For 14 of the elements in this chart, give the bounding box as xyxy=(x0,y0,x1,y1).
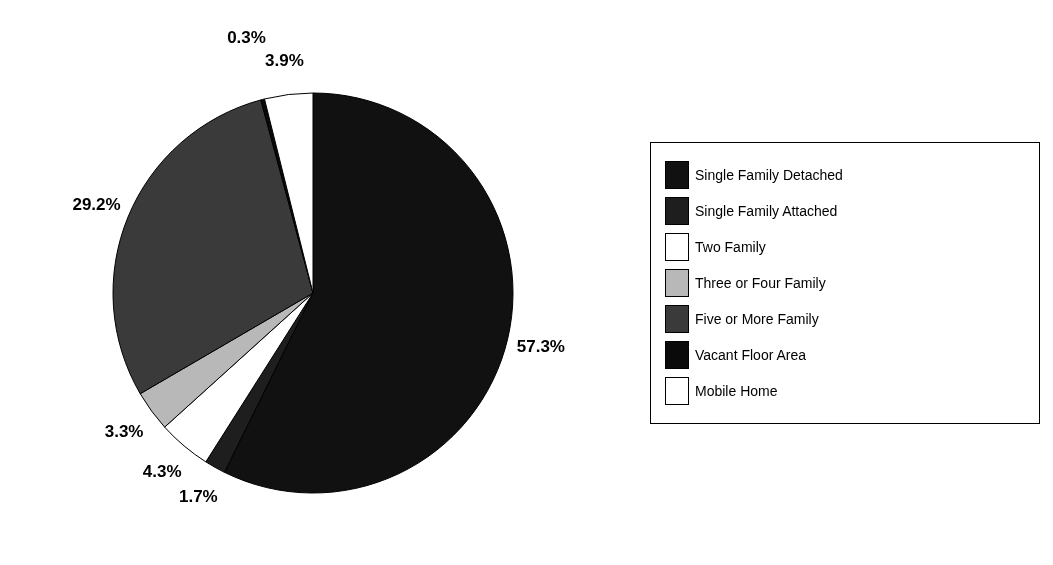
legend-label: Five or More Family xyxy=(695,310,819,327)
legend-label: Two Family xyxy=(695,238,766,255)
data-label: 0.3% xyxy=(227,28,266,47)
data-label: 4.3% xyxy=(142,462,182,482)
data-label: 57.3% xyxy=(516,336,565,356)
legend-label: Single Family Detached xyxy=(695,166,843,183)
data-label: 29.2% xyxy=(72,194,121,214)
legend-label: Mobile Home xyxy=(695,382,778,399)
legend-label: Vacant Floor Area xyxy=(695,346,807,363)
legend-label: Three or Four Family xyxy=(695,274,826,291)
data-label: 3.9% xyxy=(265,51,304,71)
legend-label: Single Family Attached xyxy=(695,202,838,219)
data-label: 1.7% xyxy=(178,487,218,507)
data-label: 3.3% xyxy=(104,421,144,441)
